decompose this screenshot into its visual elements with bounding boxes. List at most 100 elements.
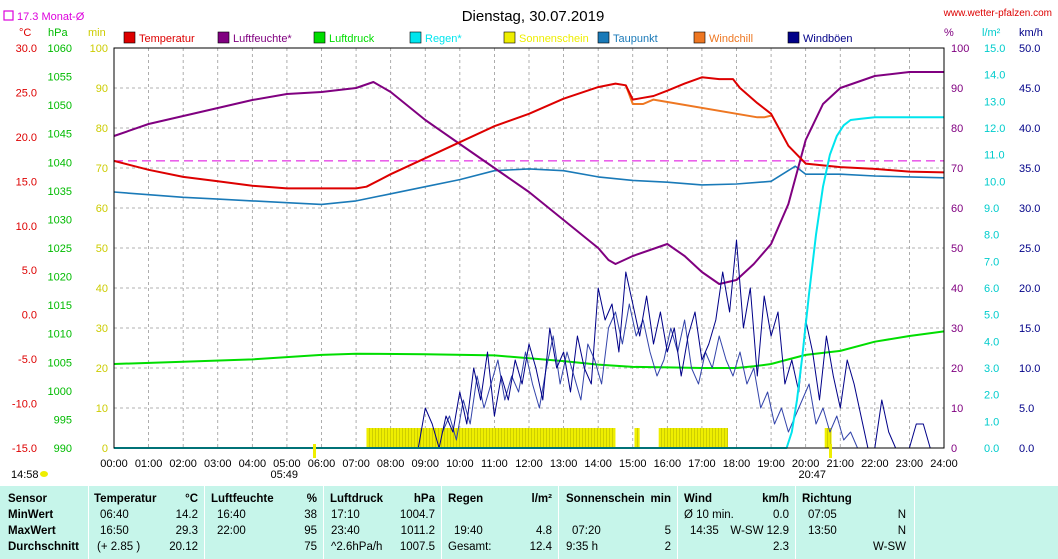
pressure-tick-label: 1040 [48,157,72,169]
wind-gust-line [417,239,931,449]
stats-temperature-min-value: 14.2 [175,509,198,521]
temperature-tick-label: -5.0 [18,354,37,366]
sunshine-tick-label: 70 [96,163,108,175]
pressure-tick-label: 1030 [48,214,72,226]
stats-sunshine-avg: 2 [664,541,671,553]
stats-pressure-max-time: 23:40 [331,525,360,537]
wind-tick-label: 15.0 [1019,323,1040,335]
legend-swatch [123,31,136,44]
dewpoint-line [113,165,945,206]
wind-tick-label: 5.0 [1019,403,1034,415]
site-url: www.wetter-pfalzen.com [943,8,1052,19]
x-tick-label: 00:00 [100,458,128,470]
stats-wind-avg-label: Ø 10 min. [684,509,734,521]
legend-label: Luftfeuchte* [233,33,292,45]
windchill-line [624,84,772,119]
grid [114,48,944,448]
humidity-tick-label: 60 [951,203,963,215]
stats-rain-max-value: 4.8 [536,525,552,537]
month-avg-label: 17.3 Monat-Ø [17,11,85,23]
wind-tick-label: 35.0 [1019,163,1040,175]
stats-pressure-min-value: 1004.7 [399,509,435,521]
wind-tick-label: 50.0 [1019,43,1040,55]
pressure-tick-label: 1035 [48,186,72,198]
sunshine-tick-label: 40 [96,283,108,295]
unit-celsius: °C [19,27,31,39]
legend-label: Windböen [803,33,853,45]
temperature-line [113,76,945,190]
x-tick-label: 09:00 [411,458,439,470]
stats-sensor-column: Sensor MinWert MaxWert Durchschnitt [0,486,89,559]
stats-pressure-unit: hPa [413,493,435,505]
stats-direction-max-time: 13:50 [808,525,837,537]
stats-pressure-trend: ^2.6hPa/h [331,541,383,553]
unit-min: min [88,27,106,39]
stats-humidity-max-time: 22:00 [217,525,246,537]
weather-chart: Dienstag, 30.07.2019 www.wetter-pfalzen.… [3,8,1052,481]
humidity-tick-label: 20 [951,363,963,375]
humidity-tick-label: 10 [951,403,963,415]
temperature-tick-label: 25.0 [16,87,37,99]
x-tick-label: 03:00 [204,458,232,470]
temperature-tick-label: 20.0 [16,132,37,144]
legend-label: Regen* [425,33,462,45]
stats-direction-min-value: N [897,509,906,521]
rain-tick-label: 15.0 [984,43,1005,55]
unit-kmh: km/h [1019,27,1043,39]
humidity-tick-label: 70 [951,163,963,175]
legend-label: Windchill [709,33,753,45]
stats-wind-avg-value: 0.0 [773,509,789,521]
stats-humidity-max-value: 95 [304,525,317,537]
humidity-line [113,71,944,285]
x-tick-label: 05:00 [273,458,301,470]
stats-row-label: MaxWert [8,525,56,537]
stats-sensor-title: Sensor [8,493,47,505]
rain-tick-label: 5.0 [984,310,999,322]
stats-rain-unit: l/m² [531,493,552,505]
stats-rain-column: Regen l/m² 19:40 4.8 Gesamt: 12.4 [442,486,559,559]
stats-direction-min-time: 07:05 [808,509,837,521]
pressure-tick-label: 995 [54,414,72,426]
stats-row-label: Durchschnitt [8,541,79,553]
stats-temperature-title: Temperatur [94,493,157,505]
stats-direction-column: Richtung 07:05 N 13:50 N W-SW [796,486,915,559]
stats-rain-title: Regen [448,493,484,505]
x-tick-label: 08:00 [377,458,405,470]
stats-temperature-column: Temperatur °C 06:40 14.2 16:50 29.3 (+ 2… [89,486,205,559]
x-tick-label: 21:00 [826,458,854,470]
pressure-tick-label: 1055 [48,72,72,84]
stats-temperature-max-time: 16:50 [100,525,129,537]
sunshine-bars [366,428,832,448]
x-tick-label: 12:00 [515,458,543,470]
stats-direction-avg: W-SW [872,541,906,553]
series-lines [113,71,945,449]
stats-direction-max-value: N [897,525,906,537]
statistics-panel: Sensor MinWert MaxWert Durchschnitt Temp… [0,486,1058,559]
rain-tick-label: 7.0 [984,256,999,268]
stats-pressure-column: Luftdruck hPa 17:10 1004.7 23:40 1011.2 … [324,486,442,559]
x-tick-label: 14:00 [584,458,612,470]
sunshine-tick-label: 20 [96,363,108,375]
temperature-tick-label: 10.0 [16,221,37,233]
pressure-tick-label: 1005 [48,357,72,369]
stats-temperature-trend: (+ 2.85 ) [97,541,141,553]
month-avg-swatch [3,10,14,21]
rain-tick-label: 9.0 [984,203,999,215]
rain-tick-label: 1.0 [984,416,999,428]
x-tick-label: 17:00 [688,458,716,470]
rain-line [114,116,944,449]
x-tick-label: 06:00 [308,458,336,470]
stats-humidity-avg: 75 [304,541,317,553]
stats-humidity-title: Luftfeuchte [211,493,274,505]
rain-tick-label: 12.0 [984,123,1005,135]
wind-tick-label: 10.0 [1019,363,1040,375]
stats-sunshine-max-value: 5 [664,525,671,537]
sunshine-bar [634,428,640,448]
x-tick-label: 13:00 [550,458,578,470]
stats-wind-day-avg: 2.3 [773,541,789,553]
sunshine-tick-label: 80 [96,123,108,135]
rain-tick-label: 3.0 [984,363,999,375]
axis-ticks: 30.0 25.0 20.0 15.0 10.0 5.0 0.0 -5.0 -10.0 -15.0… [12,43,1041,470]
stats-direction-title: Richtung [802,493,852,505]
rain-tick-label: 2.0 [984,390,999,402]
